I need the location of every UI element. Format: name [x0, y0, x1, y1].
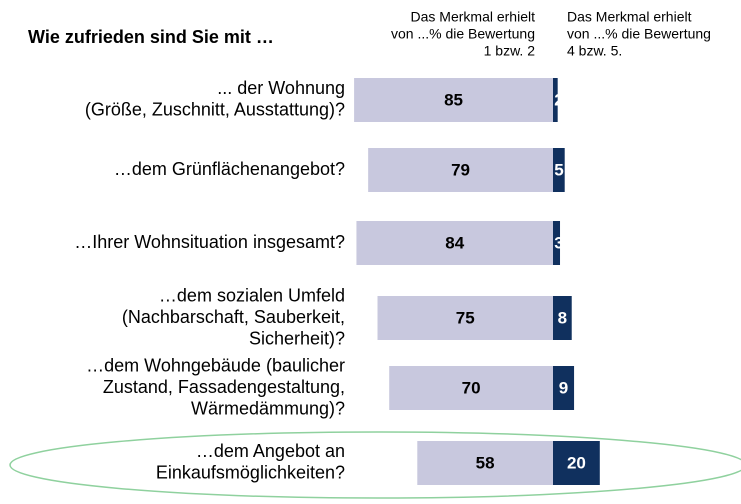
value-label: 2	[554, 90, 563, 109]
legend-label: 1 bzw. 2	[484, 43, 536, 59]
value-label: 84	[445, 233, 464, 252]
category-label: …dem Wohngebäude (baulicher	[86, 355, 345, 375]
legend-label: 4 bzw. 5.	[567, 43, 622, 59]
category-label: (Nachbarschaft, Sauberkeit,	[122, 307, 345, 327]
legend-label: Das Merkmal erhielt	[411, 9, 536, 25]
bar	[389, 366, 553, 410]
value-label: 79	[451, 160, 470, 179]
bar	[354, 78, 553, 122]
value-label: 75	[456, 308, 475, 327]
highlight-ellipse	[9, 431, 741, 499]
value-label: 58	[476, 453, 495, 472]
value-label: 9	[559, 378, 568, 397]
value-label: 8	[558, 308, 567, 327]
bar	[356, 221, 553, 265]
bar	[553, 148, 565, 192]
bar	[553, 366, 575, 410]
value-label: 85	[444, 90, 463, 109]
category-label: …dem Grünflächenangebot?	[114, 159, 345, 179]
category-label: …Ihrer Wohnsituation insgesamt?	[74, 232, 345, 252]
bar	[368, 148, 553, 192]
bar	[553, 441, 600, 485]
bar	[553, 296, 572, 340]
category-label: Zustand, Fassadengestaltung,	[103, 377, 345, 397]
category-label: ... der Wohnung	[217, 78, 345, 98]
bar	[553, 78, 558, 122]
category-label: Wärmedämmung)?	[191, 398, 345, 418]
legend-label: von ...% die Bewertung	[391, 26, 535, 42]
value-label: 5	[554, 160, 563, 179]
bar	[377, 296, 553, 340]
category-label: …dem Angebot an	[196, 441, 345, 461]
bar	[417, 441, 553, 485]
value-label: 3	[554, 233, 563, 252]
category-label: Sicherheit)?	[249, 328, 345, 348]
category-label: …dem sozialen Umfeld	[159, 285, 345, 305]
bar	[553, 221, 561, 265]
chart-title: Wie zufrieden sind Sie mit …	[28, 27, 274, 47]
category-label: Einkaufsmöglichkeiten?	[156, 463, 345, 483]
legend-label: Das Merkmal erhielt	[567, 9, 692, 25]
category-label: (Größe, Zuschnitt, Ausstattung)?	[85, 100, 345, 120]
value-label: 70	[462, 378, 481, 397]
legend-label: von ...% die Bewertung	[567, 26, 711, 42]
value-label: 20	[567, 453, 586, 472]
